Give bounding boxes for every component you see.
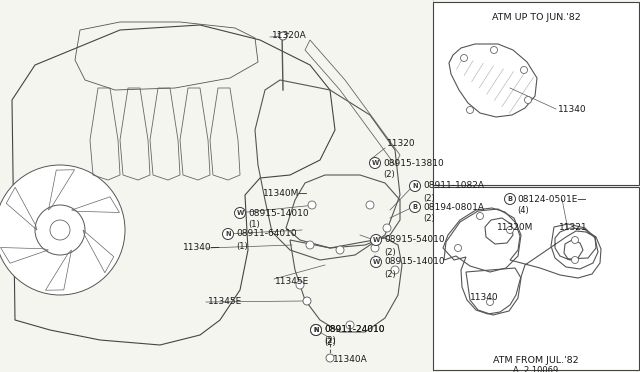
Circle shape: [371, 244, 379, 252]
Text: N: N: [225, 231, 231, 237]
Text: (2): (2): [384, 269, 396, 279]
Text: A  2 10069: A 2 10069: [513, 366, 559, 372]
Circle shape: [506, 227, 513, 234]
Circle shape: [504, 193, 515, 205]
Text: 08911-64010: 08911-64010: [236, 230, 296, 238]
Circle shape: [461, 55, 467, 61]
Bar: [433, 2, 639, 185]
Circle shape: [369, 157, 381, 169]
Text: 08911-24010: 08911-24010: [324, 326, 385, 334]
Text: ATM UP TO JUN.'82: ATM UP TO JUN.'82: [492, 13, 580, 22]
Text: (2): (2): [324, 337, 336, 346]
Circle shape: [371, 257, 381, 267]
Circle shape: [477, 212, 483, 219]
Circle shape: [467, 106, 474, 113]
Circle shape: [223, 228, 234, 240]
Text: 11345E: 11345E: [208, 298, 243, 307]
Text: 08915-14010: 08915-14010: [248, 208, 308, 218]
Text: 11340—: 11340—: [183, 244, 221, 253]
Circle shape: [454, 244, 461, 251]
Circle shape: [234, 208, 246, 218]
Text: (2): (2): [383, 170, 395, 180]
Text: W: W: [372, 259, 380, 265]
Circle shape: [486, 298, 493, 305]
Text: 08124-0501E—: 08124-0501E—: [517, 195, 586, 203]
Text: 11320M: 11320M: [497, 224, 533, 232]
Text: (2): (2): [423, 193, 435, 202]
Circle shape: [308, 201, 316, 209]
Circle shape: [296, 281, 304, 289]
Circle shape: [410, 202, 420, 212]
Text: W: W: [371, 160, 379, 166]
Text: (2): (2): [324, 337, 336, 346]
Text: 11345E: 11345E: [275, 278, 309, 286]
Circle shape: [310, 324, 321, 336]
Bar: [433, 187, 639, 370]
Circle shape: [490, 46, 497, 54]
Circle shape: [326, 354, 334, 362]
Text: ATM FROM JUL.'82: ATM FROM JUL.'82: [493, 356, 579, 365]
Text: (2): (2): [423, 215, 435, 224]
Text: N: N: [313, 327, 319, 333]
Circle shape: [50, 220, 70, 240]
Circle shape: [279, 32, 287, 40]
Text: 11320A: 11320A: [272, 32, 307, 41]
Text: 08915-14010: 08915-14010: [384, 257, 445, 266]
Text: 11340: 11340: [470, 294, 499, 302]
Circle shape: [310, 324, 321, 336]
Text: 11320: 11320: [387, 138, 415, 148]
Circle shape: [572, 237, 579, 244]
Text: 11340M—: 11340M—: [263, 189, 308, 198]
Text: 08911-1082A: 08911-1082A: [423, 182, 484, 190]
Text: N: N: [313, 327, 319, 333]
Circle shape: [383, 224, 391, 232]
Text: W: W: [236, 210, 244, 216]
Text: 11340A: 11340A: [333, 356, 368, 365]
Circle shape: [306, 241, 314, 249]
Text: (2): (2): [384, 247, 396, 257]
Circle shape: [366, 201, 374, 209]
Circle shape: [520, 67, 527, 74]
Circle shape: [346, 321, 354, 329]
Text: B: B: [508, 196, 513, 202]
Circle shape: [572, 257, 579, 263]
Circle shape: [371, 234, 381, 246]
Text: N: N: [412, 183, 418, 189]
Circle shape: [303, 297, 311, 305]
Text: (1): (1): [248, 221, 260, 230]
Circle shape: [391, 266, 399, 274]
Circle shape: [0, 165, 125, 295]
Text: 11321: 11321: [559, 224, 588, 232]
Text: W: W: [372, 237, 380, 243]
Circle shape: [410, 180, 420, 192]
Text: 11340: 11340: [558, 105, 587, 113]
Text: 08915-54010: 08915-54010: [384, 235, 445, 244]
Circle shape: [525, 96, 531, 103]
Text: 08911-24010: 08911-24010: [324, 326, 385, 334]
Text: B: B: [413, 204, 417, 210]
Circle shape: [35, 205, 85, 255]
Text: 08194-0801A: 08194-0801A: [423, 202, 484, 212]
Text: (4): (4): [517, 206, 529, 215]
Text: 08915-13810: 08915-13810: [383, 158, 444, 167]
Text: (1): (1): [236, 241, 248, 250]
Circle shape: [336, 246, 344, 254]
